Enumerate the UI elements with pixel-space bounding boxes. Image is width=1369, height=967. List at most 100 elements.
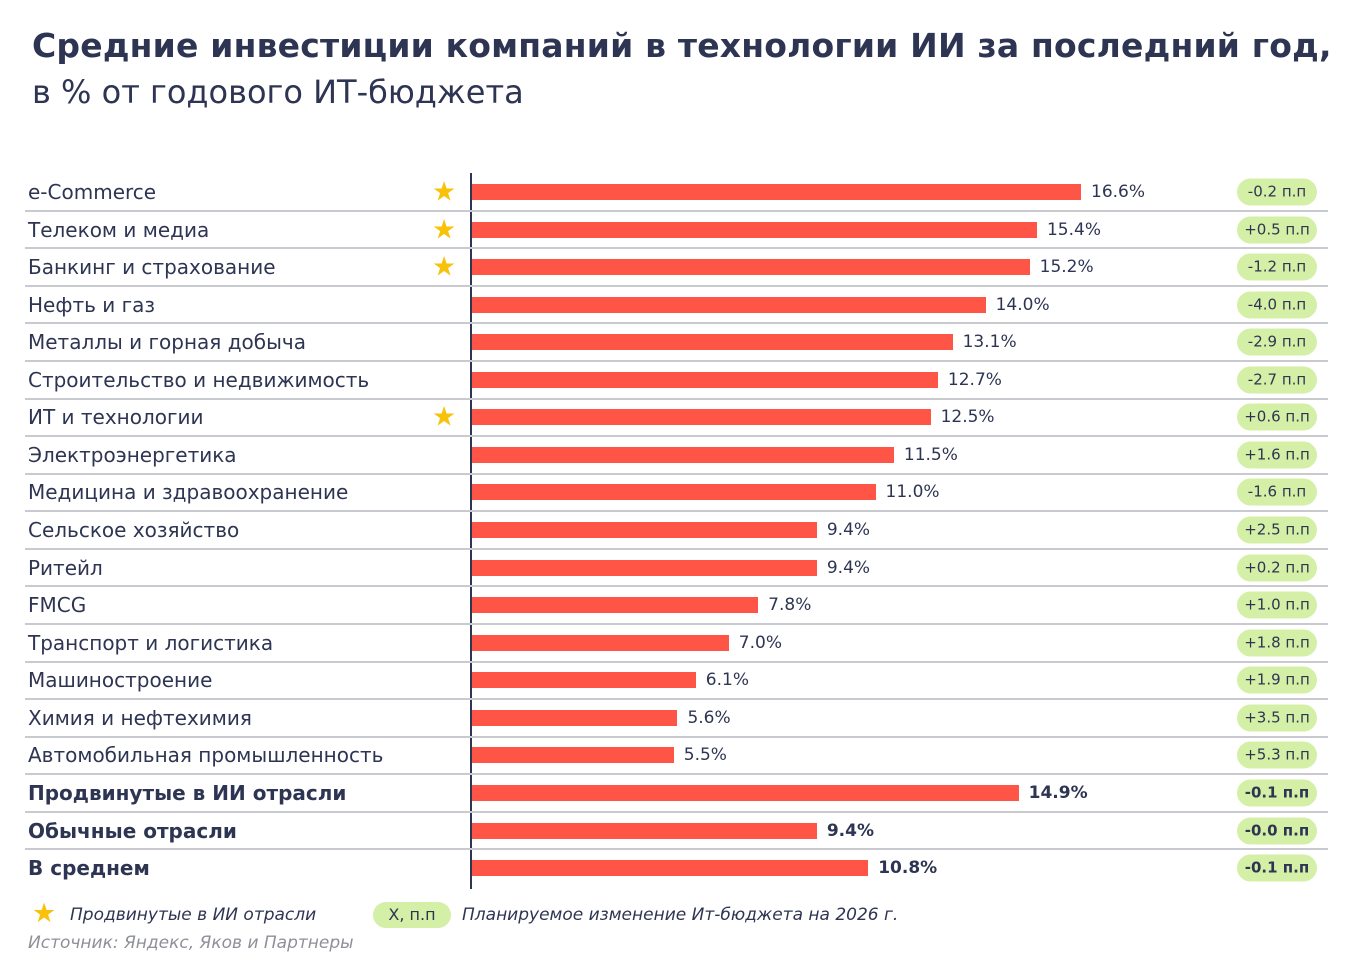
row-separator xyxy=(25,435,1328,438)
change-badge: +1.9 п.п xyxy=(1237,666,1317,694)
category-label: Продвинутые в ИИ отрасли xyxy=(28,780,347,805)
category-label: Сельское хозяйство xyxy=(28,518,240,543)
value-label: 11.0% xyxy=(885,482,940,503)
value-label: 9.4% xyxy=(826,557,871,578)
category-label: Ритейл xyxy=(28,555,103,580)
value-label: 9.4% xyxy=(826,820,874,841)
change-badge: +2.5 п.п xyxy=(1237,516,1317,544)
bar xyxy=(472,221,1037,238)
row-separator xyxy=(25,510,1328,513)
value-label: 5.6% xyxy=(687,707,731,728)
change-badge: +5.3 п.п xyxy=(1237,741,1317,769)
row-separator xyxy=(25,322,1328,325)
category-label: ИТ и технологии xyxy=(28,405,204,430)
bar xyxy=(472,559,817,576)
change-badge: +1.6 п.п xyxy=(1237,441,1317,469)
bar xyxy=(472,597,759,614)
source-note: Источник: Яндекс, Яков и Партнеры xyxy=(28,933,354,953)
row-separator xyxy=(25,360,1328,363)
bar xyxy=(472,747,674,764)
row-separator xyxy=(25,773,1328,776)
category-label: Электроэнергетика xyxy=(28,442,237,467)
row-separator xyxy=(25,735,1328,738)
row-separator xyxy=(25,284,1328,287)
category-label: Банкинг и страхование xyxy=(28,255,276,280)
change-badge: -1.2 п.п xyxy=(1237,253,1317,281)
value-label: 12.5% xyxy=(940,407,995,428)
change-badge: -0.1 п.п xyxy=(1237,779,1317,807)
bar xyxy=(472,409,931,426)
row-separator xyxy=(25,397,1328,400)
category-label: FMCG xyxy=(28,593,87,618)
legend-badge-label: Планируемое изменение Ит-бюджета на 2026… xyxy=(462,905,899,925)
row-separator xyxy=(25,209,1328,212)
value-label: 13.1% xyxy=(962,332,1017,353)
row-separator xyxy=(25,622,1328,625)
category-label: Машиностроение xyxy=(28,668,213,693)
bar xyxy=(472,634,729,651)
change-badge: -2.9 п.п xyxy=(1237,328,1317,356)
star-icon: ★ xyxy=(432,401,457,433)
change-badge: +0.5 п.п xyxy=(1237,216,1317,244)
star-icon: ★ xyxy=(432,251,457,283)
bar xyxy=(472,259,1030,276)
value-label: 6.1% xyxy=(705,670,749,691)
change-badge: -4.0 п.п xyxy=(1237,291,1317,319)
star-icon: ★ xyxy=(32,898,57,929)
value-label: 16.6% xyxy=(1091,182,1146,202)
value-label: 12.7% xyxy=(947,369,1002,390)
category-label: e-Commerce xyxy=(28,180,157,204)
chart-title: Средние инвестиции компаний в технологии… xyxy=(32,26,1332,65)
bar xyxy=(472,822,817,839)
bar xyxy=(472,860,869,877)
category-label: Химия и нефтехимия xyxy=(28,705,252,730)
value-label: 15.2% xyxy=(1039,257,1094,278)
row-separator xyxy=(25,472,1328,475)
bar xyxy=(472,672,696,689)
value-label: 7.8% xyxy=(768,595,812,616)
category-label: Металлы и горная добыча xyxy=(28,330,306,355)
category-label: Транспорт и логистика xyxy=(28,630,274,655)
bar xyxy=(472,484,876,501)
chart-subtitle: в % от годового ИТ-бюджета xyxy=(32,73,524,111)
bar xyxy=(472,709,678,726)
value-label: 9.4% xyxy=(826,520,871,541)
change-badge: +3.5 п.п xyxy=(1237,704,1317,732)
category-label: Автомобильная промышленность xyxy=(28,743,384,768)
bar xyxy=(472,371,938,388)
row-separator xyxy=(25,698,1328,701)
legend-badge-sample: X, п.п xyxy=(373,902,451,928)
change-badge: -1.6 п.п xyxy=(1237,478,1317,506)
value-label: 10.8% xyxy=(878,858,938,879)
row-separator xyxy=(25,247,1328,250)
category-label: Нефть и газ xyxy=(28,292,155,317)
change-badge: -0.1 п.п xyxy=(1237,854,1317,882)
row-separator xyxy=(25,810,1328,813)
value-label: 14.0% xyxy=(995,294,1050,315)
legend-star-label: Продвинутые в ИИ отрасли xyxy=(70,905,317,925)
category-label: Обычные отрасли xyxy=(28,818,237,843)
change-badge: +1.8 п.п xyxy=(1237,629,1317,657)
row-separator xyxy=(25,547,1328,550)
change-badge: +0.2 п.п xyxy=(1237,554,1317,582)
bar xyxy=(472,784,1019,801)
bar xyxy=(472,334,953,351)
value-label: 5.5% xyxy=(683,745,727,766)
value-label: 7.0% xyxy=(738,632,782,653)
category-label: Медицина и здравоохранение xyxy=(28,480,349,505)
change-badge: -2.7 п.п xyxy=(1237,366,1317,394)
change-badge: +0.6 п.п xyxy=(1237,403,1317,431)
bar xyxy=(472,446,894,463)
bar xyxy=(472,296,986,313)
star-icon: ★ xyxy=(432,176,457,208)
change-badge: -0.2 п.п xyxy=(1237,178,1317,206)
star-icon: ★ xyxy=(432,214,457,246)
value-label: 15.4% xyxy=(1046,219,1101,240)
row-separator xyxy=(25,660,1328,663)
row-separator xyxy=(25,848,1328,851)
category-label: Строительство и недвижимость xyxy=(28,367,370,392)
change-badge: -0.0 п.п xyxy=(1237,817,1317,845)
change-badge: +1.0 п.п xyxy=(1237,591,1317,619)
bar xyxy=(472,522,817,539)
